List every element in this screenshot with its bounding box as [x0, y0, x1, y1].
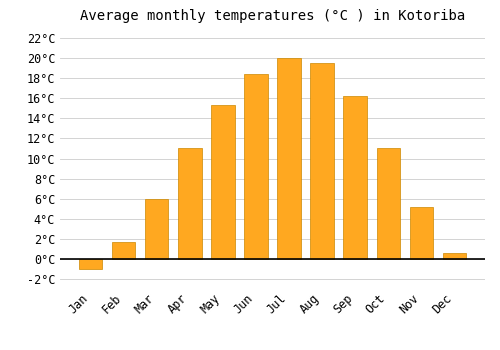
Bar	[212, 105, 234, 259]
Bar	[344, 96, 366, 259]
Bar	[146, 199, 169, 259]
Bar	[376, 148, 400, 259]
Bar	[112, 242, 136, 259]
Bar	[410, 207, 432, 259]
Bar	[244, 74, 268, 259]
Bar	[442, 253, 466, 259]
Bar	[80, 259, 102, 269]
Bar	[178, 148, 202, 259]
Bar	[278, 58, 300, 259]
Bar	[310, 63, 334, 259]
Title: Average monthly temperatures (°C ) in Kotoriba: Average monthly temperatures (°C ) in Ko…	[80, 9, 465, 23]
